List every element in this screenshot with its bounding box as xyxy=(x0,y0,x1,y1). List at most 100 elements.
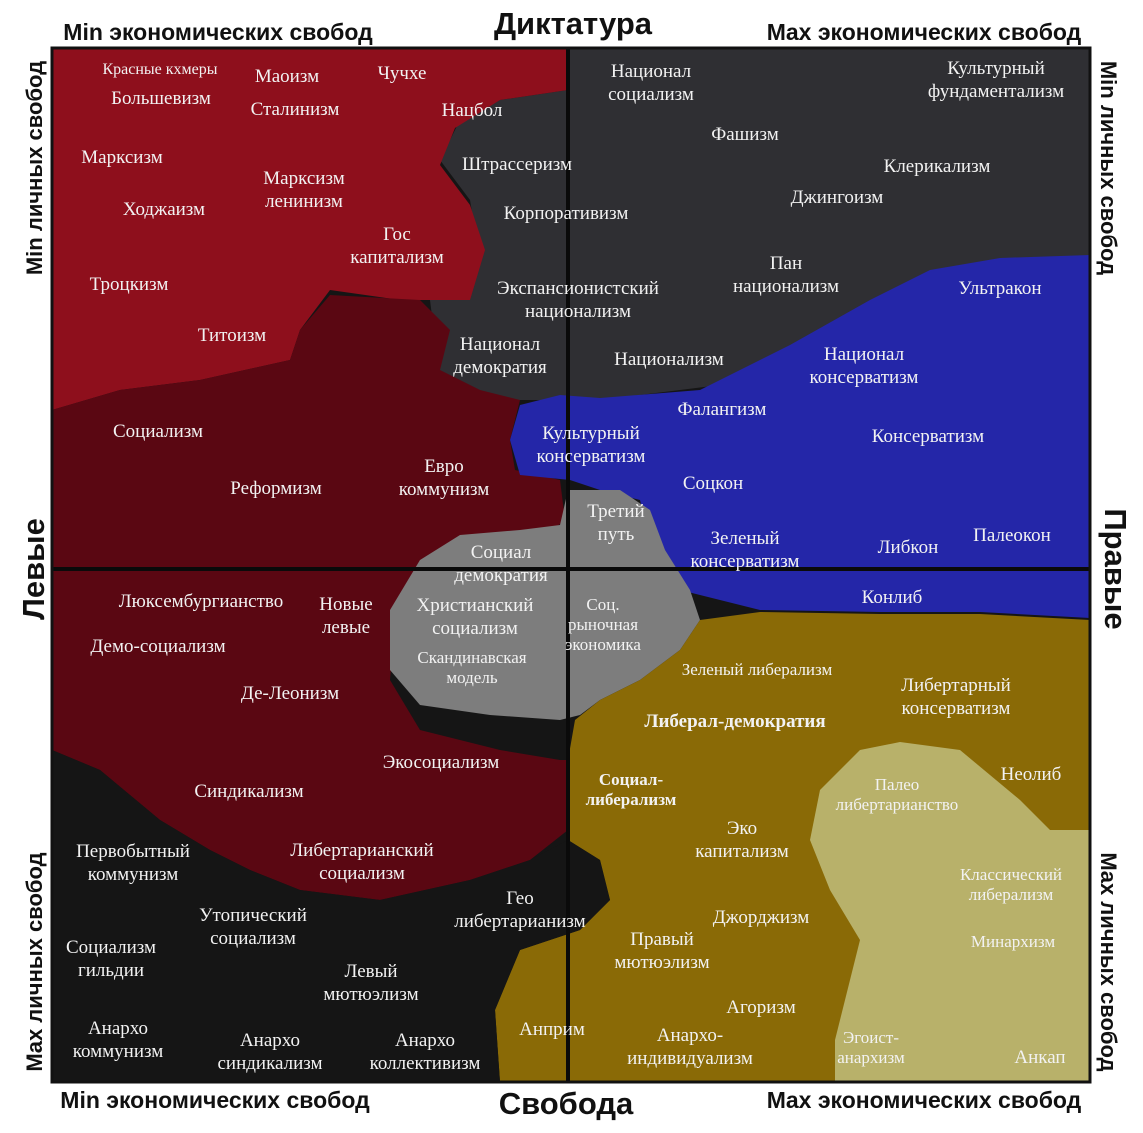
ideology-line: Анархо xyxy=(88,1018,148,1039)
ideology-anarcho-collectivism: Анархо коллективизм xyxy=(370,1030,481,1074)
ideology-line: Либерал-демократия xyxy=(644,711,825,732)
axis-labels: Диктатура Свобода Min экономических своб… xyxy=(16,6,1133,1121)
ideology-line: национализм xyxy=(733,276,839,297)
ideology-line: Чучхе xyxy=(378,63,427,84)
ideology-bolshevism: Большевизм xyxy=(111,88,211,109)
ideology-line: Конлиб xyxy=(862,587,923,608)
ideology-line: Зеленый xyxy=(711,528,780,549)
ideology-agorism: Агоризм xyxy=(726,997,795,1018)
ideology-line: капитализм xyxy=(350,247,444,268)
ideology-utopian-socialism: Утопический социализм xyxy=(199,905,307,949)
ideology-line: мютюэлизм xyxy=(323,984,418,1005)
ideology-line: социализм xyxy=(319,863,405,884)
ideology-line: социализм xyxy=(432,618,518,639)
ideology-khmer-rouge: Красные кхмеры xyxy=(102,61,217,78)
ideology-marxism: Марксизм xyxy=(81,147,162,168)
ideology-libertarian-conservatism: Либертарный консерватизм xyxy=(901,675,1011,719)
ideology-line: Большевизм xyxy=(111,88,211,109)
ideology-de-leonism: Де-Леонизм xyxy=(241,683,339,704)
ideology-line: демократия xyxy=(453,357,547,378)
ideology-clericalism: Клерикализм xyxy=(884,156,991,177)
ideology-socialism: Социализм xyxy=(113,421,203,442)
ideology-line: Первобытный xyxy=(76,841,190,862)
ideology-line: Национал xyxy=(824,344,905,365)
ideology-line: Эко xyxy=(727,818,757,839)
ideology-line: Правый xyxy=(630,929,694,950)
region-libertarian-right xyxy=(810,742,1090,1082)
ideology-anprim: Анприм xyxy=(519,1019,585,1040)
ideology-line: коммунизм xyxy=(73,1041,164,1062)
ideology-line: Фашизм xyxy=(711,124,779,145)
ideology-jingoism: Джингоизм xyxy=(791,187,884,208)
vertical-left-bottom: Max личных свобод xyxy=(22,852,47,1071)
ideology-line: Марксизм xyxy=(263,168,344,189)
ideology-line: социализм xyxy=(608,84,694,105)
ideology-classical-liberalism: Классический либерализм xyxy=(960,865,1062,904)
ideology-expansionist-nationalism: Экспансионистский национализм xyxy=(497,278,659,322)
side-left: Левые xyxy=(16,518,51,620)
ideology-paleocon: Палеокон xyxy=(973,525,1051,546)
ideology-cultural-conservatism: Культурный консерватизм xyxy=(537,423,646,467)
ideology-eco-capitalism: Эко капитализм xyxy=(695,818,789,862)
ideology-conservatism: Консерватизм xyxy=(872,426,984,447)
corner-top-left: Min экономических свобод xyxy=(63,19,373,45)
ideology-syndicalism: Синдикализм xyxy=(194,781,303,802)
ideology-line: ленинизм xyxy=(265,191,343,212)
ideology-minarchism: Минархизм xyxy=(971,932,1055,951)
ideology-line: индивидуализм xyxy=(627,1048,753,1069)
region-libertarian-left xyxy=(52,750,610,1082)
ideology-line: Зеленый либерализм xyxy=(682,660,833,679)
plot-border xyxy=(50,46,1092,1084)
ideology-libcon: Либкон xyxy=(878,537,939,558)
ideology-new-left: Новые левые xyxy=(319,594,372,638)
ideology-line: Культурный xyxy=(947,58,1045,79)
region-socialist-left xyxy=(52,295,568,900)
ideology-line: левые xyxy=(322,617,370,638)
ideology-social-liberalism: Социал-либерализм xyxy=(586,770,677,809)
compass-plot xyxy=(50,46,1092,1084)
ideology-state-capitalism: Гос капитализм xyxy=(350,224,444,268)
ideology-national-conservatism: Национал консерватизм xyxy=(810,344,919,388)
ideology-line: Экспансионистский xyxy=(497,278,659,299)
region-authoritarian-left xyxy=(52,48,568,410)
ideology-line: Корпоративизм xyxy=(504,203,629,224)
ideology-line: Троцкизм xyxy=(90,274,169,295)
ideology-line: Палеокон xyxy=(973,525,1051,546)
corner-top-right: Max экономических свобод xyxy=(767,19,1082,45)
ideology-line: Либкон xyxy=(878,537,939,558)
ideology-titoism: Титоизм xyxy=(198,325,266,346)
ideology-georgism: Джорджизм xyxy=(713,907,810,928)
ideology-line: Национализм xyxy=(614,349,724,370)
ideology-line: экономика xyxy=(565,635,641,654)
ideology-line: Экосоциализм xyxy=(383,752,500,773)
ideology-line: национализм xyxy=(525,301,631,322)
ideology-line: Утопический xyxy=(199,905,307,926)
ideology-reformism: Реформизм xyxy=(230,478,321,499)
ideology-libertarian-socialism: Либертарианский социализм xyxy=(290,840,433,884)
ideology-pan-nationalism: Пан национализм xyxy=(733,253,839,297)
ideology-line: Анархо- xyxy=(657,1025,723,1046)
ideology-line: Марксизм xyxy=(81,147,162,168)
ideology-line: Ультракон xyxy=(958,278,1041,299)
ideology-anarcho-syndicalism: Анархо синдикализм xyxy=(217,1030,322,1074)
ideology-cultural-fundamentalism: Культурный фундаментализм xyxy=(928,58,1064,102)
ideology-corporatism: Корпоративизм xyxy=(504,203,629,224)
ideology-line: рыночная xyxy=(568,615,638,634)
ideology-line: Синдикализм xyxy=(194,781,303,802)
ideology-line: Палео xyxy=(875,775,920,794)
ideology-line: Сталинизм xyxy=(251,99,340,120)
ideology-line: Джингоизм xyxy=(791,187,884,208)
ideology-line: консерватизм xyxy=(810,367,919,388)
ideology-left-mutualism: Левый мютюэлизм xyxy=(323,961,418,1005)
ideology-line: либертарианство xyxy=(836,795,959,814)
ideology-line: Национал xyxy=(460,334,541,355)
ideology-line: Нацбол xyxy=(442,100,503,121)
ideology-line: коллективизм xyxy=(370,1053,481,1074)
ideology-line: либерализм xyxy=(586,790,677,809)
ideology-strasserism: Штрассеризм xyxy=(462,154,572,175)
ideology-ultracon: Ультракон xyxy=(958,278,1041,299)
ideology-line: Демо-социализм xyxy=(90,636,225,657)
ideology-line: Консерватизм xyxy=(872,426,984,447)
ideology-ecosocialism: Экосоциализм xyxy=(383,752,500,773)
ideology-line: капитализм xyxy=(695,841,789,862)
